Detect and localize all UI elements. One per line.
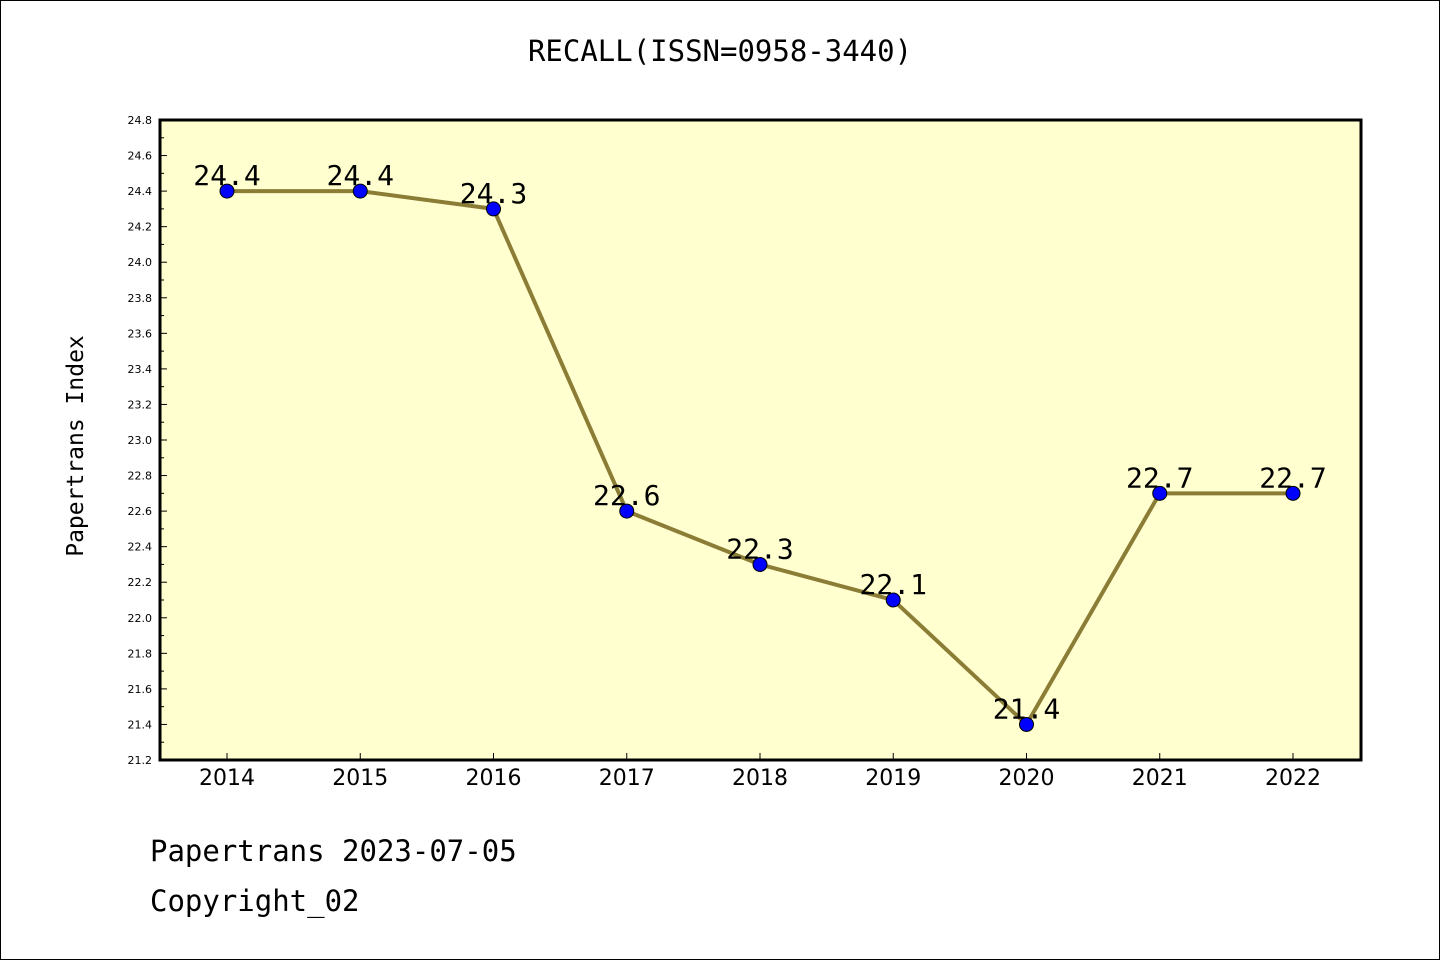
plot-area — [160, 120, 1361, 760]
data-labels: 24.4 24.4 24.3 22.6 22.3 22.1 21.4 22.7 22.7 — [193, 159, 1326, 725]
data-point — [352, 183, 368, 199]
y-tick-label: 22.6 — [128, 505, 153, 518]
y-tick-label: 21.8 — [128, 647, 153, 660]
data-label: 22.6 — [593, 479, 660, 512]
plot-border — [158, 118, 1363, 762]
y-tick-label: 23.0 — [128, 434, 153, 447]
data-point — [885, 592, 901, 608]
y-tick-label: 23.8 — [128, 292, 153, 305]
data-point — [619, 503, 635, 519]
y-tick-label: 24.2 — [128, 221, 153, 234]
y-tick-label: 22.2 — [128, 576, 153, 589]
y-tick-label: 21.4 — [128, 718, 153, 731]
x-tick-label: 2021 — [1132, 766, 1188, 791]
data-points — [219, 183, 1301, 732]
data-label: 21.4 — [993, 692, 1060, 725]
x-tick-label: 2017 — [599, 766, 655, 791]
data-label: 24.4 — [193, 159, 260, 192]
y-tick-label: 23.2 — [128, 398, 153, 411]
data-label: 22.7 — [1126, 461, 1193, 494]
data-point — [219, 183, 235, 199]
data-label: 24.4 — [327, 159, 394, 192]
y-tick-label: 21.2 — [128, 754, 153, 767]
y-tick-label: 21.6 — [128, 683, 153, 696]
x-tick-label: 2020 — [999, 766, 1055, 791]
y-tick-label: 22.0 — [128, 612, 153, 625]
y-axis-ticks: 21.2 21.4 21.6 21.8 22.0 22.2 22.4 22.6 22.8 23.0… — [128, 114, 167, 767]
y-tick-label: 24.8 — [128, 114, 153, 127]
data-point — [752, 556, 768, 572]
y-tick-label: 24.0 — [128, 256, 153, 269]
y-tick-label: 22.4 — [128, 541, 153, 554]
y-tick-label: 23.4 — [128, 363, 153, 376]
y-tick-label: 22.8 — [128, 470, 153, 483]
x-tick-label: 2018 — [732, 766, 788, 791]
x-tick-label: 2019 — [865, 766, 921, 791]
x-tick-label: 2016 — [466, 766, 522, 791]
x-tick-label: 2014 — [199, 766, 255, 791]
data-label: 22.3 — [726, 532, 793, 565]
y-tick-label: 23.6 — [128, 327, 153, 340]
chart-title: RECALL(ISSN=0958-3440) — [527, 34, 913, 68]
footer-date: Papertrans 2023-07-05 — [150, 834, 517, 868]
data-point — [1152, 485, 1168, 501]
data-label: 22.1 — [860, 568, 927, 601]
y-tick-label: 24.6 — [128, 150, 153, 163]
x-tick-label: 2022 — [1265, 766, 1321, 791]
data-point — [486, 201, 501, 217]
data-label: 22.7 — [1259, 461, 1326, 494]
data-point — [1019, 716, 1034, 732]
data-label: 24.3 — [460, 177, 527, 210]
x-axis-ticks: 2014 2015 2016 2017 2018 2019 2020 2021 2022 — [199, 753, 1321, 791]
data-point — [1285, 485, 1301, 501]
y-tick-label: 24.4 — [128, 185, 153, 198]
footer-copyright: Copyright_02 — [150, 884, 360, 918]
x-tick-label: 2015 — [332, 766, 388, 791]
